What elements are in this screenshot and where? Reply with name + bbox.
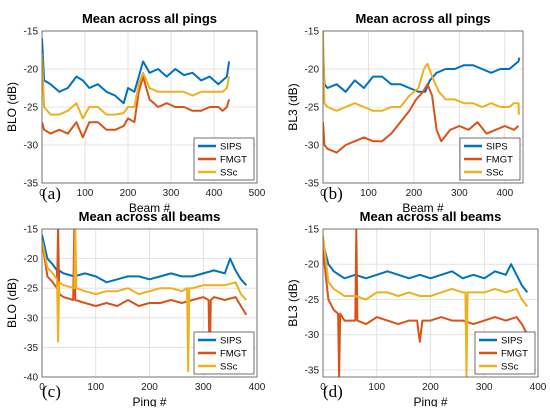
x-tick-label: 300 — [451, 188, 468, 199]
y-tick-label: -20 — [305, 260, 320, 271]
y-tick-label: -15 — [305, 225, 320, 236]
y-axis-label: BL3 (dB) — [286, 83, 300, 130]
panel-label-c: (c) — [42, 382, 61, 401]
chart-title: Mean across all beams — [360, 209, 502, 224]
chart-title: Mean across all beams — [79, 209, 221, 224]
panel-label-d: (d) — [323, 382, 343, 401]
chart-panel-1: 0 100 200 300 400 -35 -30 -25 -20 -15 Mean across … — [286, 11, 524, 215]
y-tick-label: -20 — [305, 65, 320, 76]
series-line-sips — [323, 46, 521, 93]
chart-panel-2: 0 100 200 300 400 -40 -35 -30 -25 -20 -15 Mean acro… — [5, 209, 266, 409]
x-axis-label: Ping # — [132, 395, 166, 407]
x-tick-label: 200 — [406, 188, 423, 199]
y-tick-label: -30 — [305, 330, 320, 341]
y-tick-label: -35 — [305, 365, 320, 376]
x-tick-label: 0 — [39, 382, 45, 393]
series-line-fmgt — [323, 229, 529, 377]
axes-frame — [41, 228, 258, 378]
x-tick-label: 200 — [422, 382, 439, 393]
x-tick-label: 500 — [249, 188, 266, 199]
legend: SIPS FMGT SSc — [193, 331, 255, 375]
y-tick-label: -35 — [24, 343, 39, 354]
series-line-ssc — [42, 229, 248, 373]
legend-entry-ssc: SSc — [220, 362, 238, 373]
x-tick-label: 100 — [360, 188, 377, 199]
x-tick-label: 400 — [530, 382, 547, 393]
y-tick-label: -25 — [305, 295, 320, 306]
x-tick-label: 400 — [206, 188, 223, 199]
axes-frame — [322, 228, 539, 378]
axes-frame — [41, 30, 258, 184]
x-tick-label: 400 — [496, 188, 513, 199]
x-tick-label: 300 — [476, 382, 493, 393]
series-line-ssc — [42, 53, 231, 120]
series-line-sips — [42, 38, 231, 105]
y-axis-label: BLO (dB) — [5, 82, 19, 132]
series-line-ssc — [323, 31, 520, 115]
y-tick-label: -15 — [305, 27, 320, 38]
x-tick-label: 300 — [163, 188, 180, 199]
x-tick-label: 100 — [368, 382, 385, 393]
chart-title: Mean across all pings — [355, 11, 490, 26]
y-tick-label: -30 — [305, 141, 320, 152]
y-tick-label: -15 — [24, 27, 39, 38]
x-tick-label: 0 — [39, 188, 45, 199]
panel-label-a: (a) — [42, 184, 61, 203]
y-tick-label: -25 — [24, 284, 39, 295]
x-axis-label: Beam # — [402, 201, 444, 215]
chart-panel-3: 0 100 200 300 400 -35 -30 -25 -20 -15 Mean across … — [286, 209, 547, 409]
axes-frame — [322, 30, 524, 184]
series-line-fmgt — [42, 75, 231, 139]
y-axis-label: BLO (dB) — [5, 278, 19, 328]
x-tick-label: 0 — [320, 188, 326, 199]
series-line-sips — [323, 242, 529, 294]
y-axis-label: BL3 (dB) — [286, 279, 300, 326]
panel-label-b: (b) — [323, 184, 343, 203]
legend-entry-fmgt: FMGT — [220, 155, 247, 166]
y-tick-label: -30 — [24, 313, 39, 324]
x-tick-label: 300 — [195, 382, 212, 393]
y-tick-label: -35 — [24, 179, 39, 190]
x-tick-label: 100 — [87, 382, 104, 393]
legend: SIPS FMGT SSc — [193, 137, 255, 181]
x-tick-label: 0 — [320, 382, 326, 393]
legend: SIPS FMGT SSc — [474, 331, 536, 375]
x-tick-label: 200 — [120, 188, 137, 199]
series-line-ssc — [323, 235, 529, 377]
chart-title: Mean across all pings — [82, 11, 217, 26]
legend: SIPS FMGT SSc — [459, 137, 521, 181]
legend-entry-fmgt: FMGT — [486, 155, 513, 166]
y-tick-label: -20 — [24, 65, 39, 76]
x-tick-label: 400 — [249, 382, 266, 393]
x-tick-label: 100 — [77, 188, 94, 199]
y-tick-label: -30 — [24, 141, 39, 152]
legend-entry-sips: SIPS — [220, 336, 242, 347]
legend-entry-fmgt: FMGT — [501, 349, 528, 360]
legend-entry-ssc: SSc — [501, 362, 519, 373]
legend-entry-sips: SIPS — [220, 142, 242, 153]
y-tick-label: -25 — [305, 103, 320, 114]
x-axis-label: Beam # — [129, 201, 171, 215]
legend-entry-sips: SIPS — [501, 336, 523, 347]
y-tick-label: -40 — [24, 373, 39, 384]
chart-panel-0: 0 100 200 300 400 500 -35 -30 -25 -20 -15 Mean acro… — [5, 11, 266, 215]
x-tick-label: 200 — [141, 382, 158, 393]
legend-entry-ssc: SSc — [486, 168, 504, 179]
y-tick-label: -25 — [24, 103, 39, 114]
legend-entry-sips: SIPS — [486, 142, 508, 153]
y-tick-label: -20 — [24, 254, 39, 265]
y-tick-label: -15 — [24, 225, 39, 236]
legend-entry-ssc: SSc — [220, 168, 238, 179]
y-tick-label: -35 — [305, 179, 320, 190]
legend-entry-fmgt: FMGT — [220, 349, 247, 360]
series-line-fmgt — [323, 83, 520, 154]
x-axis-label: Ping # — [413, 395, 447, 407]
